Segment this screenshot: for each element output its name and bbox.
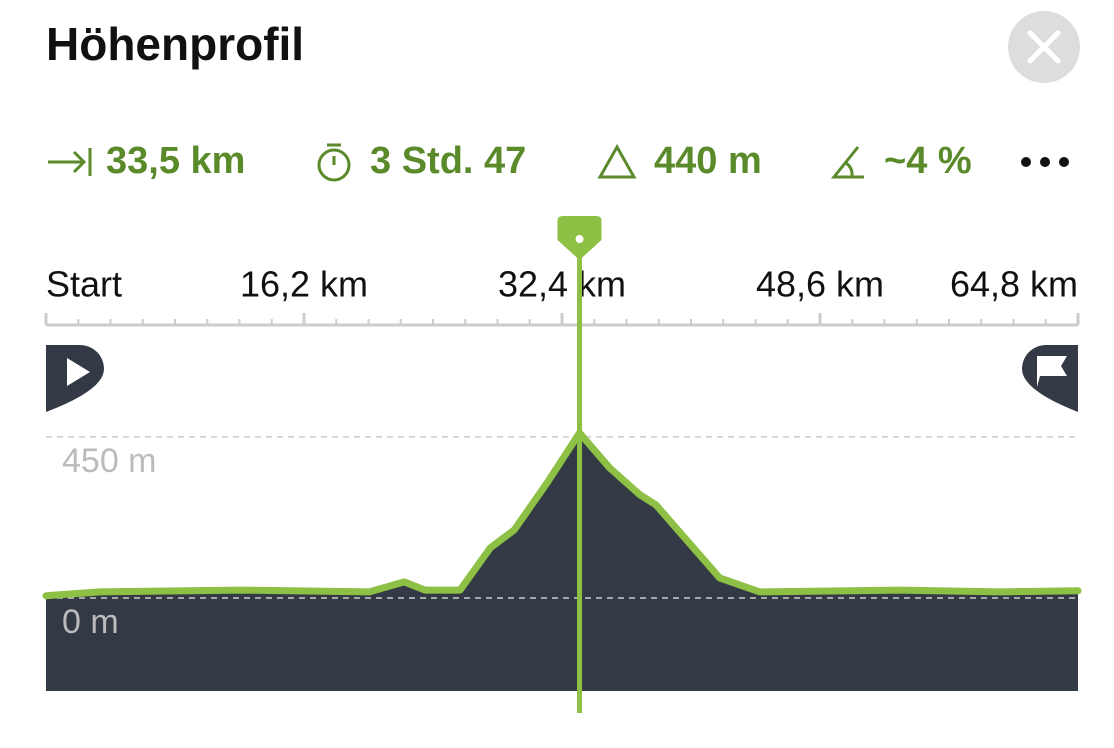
time-icon [317, 148, 351, 182]
stat-icons [48, 143, 864, 182]
finish-marker [1022, 345, 1078, 412]
dot[interactable] [1021, 157, 1031, 167]
y-tick-label: 450 m [62, 442, 157, 480]
x-tick-label: 64,8 km [950, 264, 1078, 305]
title: Höhenprofil [46, 18, 304, 70]
x-tick-label: Start [46, 264, 122, 305]
y-tick-label: 0 m [62, 603, 119, 641]
more-button[interactable] [1021, 157, 1069, 167]
dot[interactable] [1059, 157, 1069, 167]
close-icon[interactable] [1027, 30, 1061, 64]
dot[interactable] [1040, 157, 1050, 167]
ascent-icon [597, 143, 637, 179]
time-icon-hand [327, 143, 341, 165]
x-tick-label: 48,6 km [756, 264, 884, 305]
stat-distance: 33,5 km [106, 140, 245, 182]
elevation-line [42, 429, 1082, 600]
stat-ascent: 440 m [654, 140, 762, 182]
flag-icon [1037, 356, 1067, 387]
start-marker [46, 345, 104, 412]
stat-gradient: ~4 % [884, 140, 972, 182]
gradient-icon [830, 146, 864, 179]
stat-duration: 3 Std. 47 [370, 140, 526, 182]
cursor-dot [575, 235, 584, 243]
play-icon [67, 358, 90, 386]
elevation-area [46, 432, 1078, 691]
distance-icon [48, 148, 92, 176]
x-tick-label: 16,2 km [240, 264, 368, 305]
finish-pin [1022, 345, 1078, 412]
close-button[interactable] [1008, 11, 1080, 83]
elevation-chart: Start 16,2 km 32,4 km 48,6 km 64,8 km 0 m 450 … [42, 216, 1082, 713]
x-tick-label: 32,4 km [498, 264, 626, 305]
